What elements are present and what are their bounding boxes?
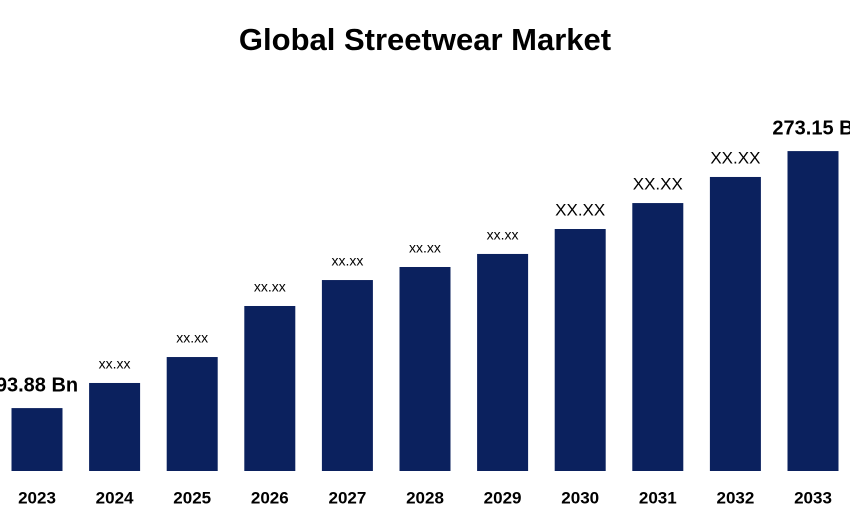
data-label: xx.xx	[99, 356, 131, 372]
x-tick-label: 2031	[639, 488, 677, 507]
data-label: XX.XX	[633, 175, 683, 194]
bar	[244, 305, 296, 471]
data-label: xx.xx	[331, 253, 363, 269]
x-tick-label: 2032	[716, 488, 754, 507]
data-label: xx.xx	[409, 240, 441, 256]
data-label: XX.XX	[555, 200, 605, 219]
bar	[166, 357, 218, 471]
x-tick-label: 2028	[406, 488, 444, 507]
bar	[709, 176, 761, 472]
data-label: xx.xx	[487, 227, 519, 243]
bar	[321, 280, 373, 471]
data-label: 93.88 Bn	[0, 374, 78, 396]
bar	[89, 382, 141, 471]
data-label: xx.xx	[176, 330, 208, 346]
data-label: xx.xx	[254, 279, 286, 295]
x-tick-label: 2023	[18, 488, 56, 507]
bar	[787, 151, 839, 471]
bar	[477, 253, 529, 471]
bar	[11, 408, 63, 471]
x-tick-label: 2025	[173, 488, 211, 507]
x-tick-label: 2024	[96, 488, 134, 507]
x-tick-label: 2027	[328, 488, 366, 507]
data-label: XX.XX	[710, 148, 760, 167]
chart-title: Global Streetwear Market	[239, 22, 611, 57]
x-tick-label: 2033	[794, 488, 832, 507]
x-tick-label: 2026	[251, 488, 289, 507]
data-label: 273.15 B	[772, 117, 850, 139]
bar	[554, 229, 606, 471]
x-tick-label: 2029	[484, 488, 522, 507]
bar	[399, 266, 451, 471]
bar	[632, 203, 684, 471]
x-tick-label: 2030	[561, 488, 599, 507]
